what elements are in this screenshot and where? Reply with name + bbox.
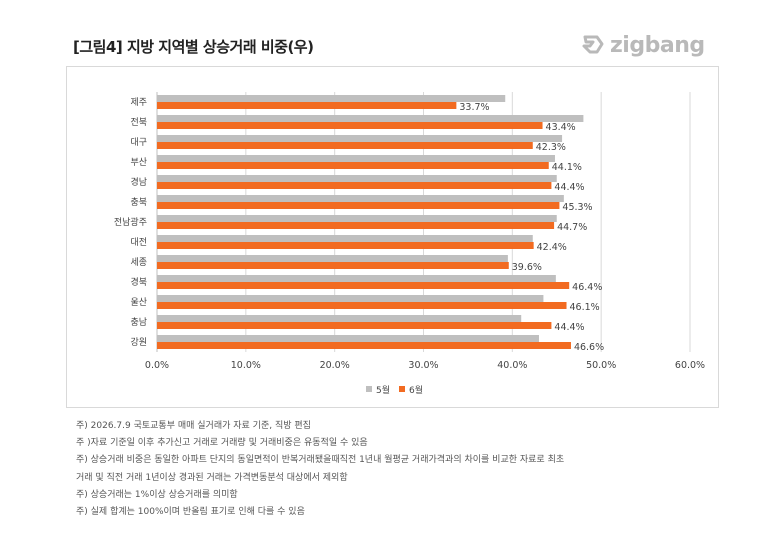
- category-label: 부산: [130, 157, 147, 168]
- x-tick-label: 20.0%: [320, 360, 350, 371]
- bar-june: [157, 302, 567, 309]
- category-label: 전북: [130, 117, 147, 128]
- x-tick-label: 10.0%: [231, 360, 261, 371]
- legend-swatch: [366, 386, 372, 392]
- bar-june: [157, 242, 534, 249]
- data-label: 44.4%: [554, 322, 584, 333]
- footnote: 주) 2026.7.9 국토교통부 매매 실거래가 자료 기준, 직방 편집: [76, 421, 311, 431]
- legend-swatch: [399, 386, 405, 392]
- bar-may: [157, 135, 563, 142]
- data-label: 45.3%: [562, 202, 592, 213]
- bar-june: [157, 202, 560, 209]
- category-label: 충남: [130, 317, 147, 328]
- data-label: 46.4%: [572, 282, 602, 293]
- footnote: 주) 상승거래는 1%이상 상승거래를 의미함: [76, 489, 238, 500]
- bar-may: [157, 115, 584, 122]
- bar-may: [157, 195, 564, 202]
- legend-label: 6월: [409, 384, 423, 396]
- category-label: 제주: [130, 97, 147, 108]
- category-label: 경북: [130, 276, 147, 288]
- zigbang-logo-icon: [582, 35, 604, 54]
- bar-june: [157, 262, 509, 269]
- bar-june: [157, 162, 549, 169]
- chart-title: [그림4] 지방 지역별 상승거래 비중(우): [73, 38, 314, 56]
- category-label: 세종: [130, 257, 147, 268]
- data-label: 44.1%: [552, 162, 582, 173]
- data-label: 46.6%: [574, 342, 604, 353]
- data-label: 44.4%: [554, 182, 584, 193]
- footnote: 주) 실제 합계는 100%이며 반올림 표기로 인해 다를 수 있음: [76, 507, 305, 518]
- bar-may: [157, 295, 544, 302]
- category-label: 전남광주: [114, 216, 147, 228]
- category-label: 충북: [130, 197, 147, 208]
- bar-may: [157, 235, 533, 242]
- bar-june: [157, 282, 570, 289]
- bar-june: [157, 102, 457, 109]
- data-labels: 33.7% 43.4% 42.3% 44.1% 44.4% 45.3% 44.7% 42.4%…: [459, 102, 604, 353]
- legend-label: 5월: [376, 384, 390, 396]
- chart-area: [66, 66, 719, 408]
- data-label: 33.7%: [459, 102, 489, 113]
- legend: 5월 6월: [366, 384, 423, 396]
- bar-june: [157, 122, 543, 129]
- x-tick-label: 0.0%: [145, 360, 169, 371]
- brand-logo: zigbang: [578, 30, 705, 60]
- x-tick-label: 50.0%: [586, 360, 616, 371]
- bar-june: [157, 342, 571, 349]
- data-label: 43.4%: [546, 122, 576, 133]
- data-label: 39.6%: [512, 262, 542, 273]
- x-tick-label: 60.0%: [675, 360, 705, 371]
- footnote: 주 )자료 기준일 이후 추가신고 거래로 거래량 및 거래비중은 유동적일 수…: [76, 438, 368, 449]
- x-axis-ticks: 0.0% 10.0% 20.0% 30.0% 40.0% 50.0% 60.0%: [145, 360, 705, 371]
- data-label: 42.4%: [537, 242, 567, 253]
- bar-may: [157, 255, 508, 262]
- bar-may: [157, 215, 557, 222]
- bar-may: [157, 175, 557, 182]
- bar-june: [157, 222, 555, 229]
- x-tick-label: 30.0%: [408, 360, 438, 371]
- footnote: 주) 상승거래 비중은 동일한 아파트 단지의 동일면적이 반복거래됐을때직전 …: [76, 455, 565, 466]
- footnote: 거래 및 직전 거래 1년이상 경과된 거래는 가격변동분석 대상에서 제외함: [76, 472, 348, 483]
- bar-may: [157, 95, 506, 102]
- category-label: 경남: [130, 176, 147, 188]
- bars: [157, 95, 584, 349]
- bar-may: [157, 335, 539, 342]
- data-label: 46.1%: [570, 302, 600, 313]
- logo-text: zigbang: [610, 32, 705, 58]
- data-label: 44.7%: [557, 222, 587, 233]
- bar-june: [157, 182, 552, 189]
- footnotes: 주) 2026.7.9 국토교통부 매매 실거래가 자료 기준, 직방 편집 주…: [76, 418, 564, 521]
- bar-may: [157, 275, 556, 282]
- category-label: 울산: [130, 297, 147, 308]
- data-label: 42.3%: [536, 142, 566, 153]
- x-tick-label: 40.0%: [497, 360, 527, 371]
- category-label: 대전: [130, 237, 147, 248]
- bar-may: [157, 315, 522, 322]
- category-label: 대구: [130, 137, 147, 148]
- bar-june: [157, 142, 533, 149]
- bar-june: [157, 322, 552, 329]
- category-label: 강원: [130, 337, 147, 348]
- bar-may: [157, 155, 555, 162]
